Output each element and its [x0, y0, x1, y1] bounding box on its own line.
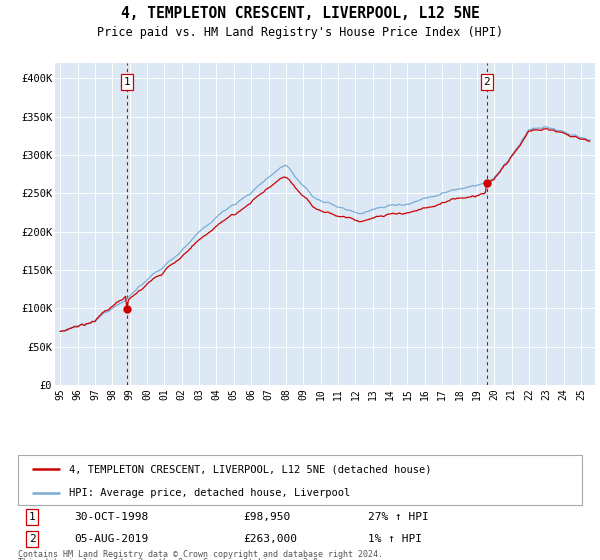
Text: 05-AUG-2019: 05-AUG-2019: [74, 534, 149, 544]
Text: £98,950: £98,950: [244, 512, 291, 522]
Text: 1% ↑ HPI: 1% ↑ HPI: [368, 534, 422, 544]
Text: This data is licensed under the Open Government Licence v3.0.: This data is licensed under the Open Gov…: [18, 558, 323, 560]
Text: HPI: Average price, detached house, Liverpool: HPI: Average price, detached house, Live…: [69, 488, 350, 497]
Text: 2: 2: [484, 77, 490, 87]
FancyBboxPatch shape: [18, 455, 582, 505]
Text: Contains HM Land Registry data © Crown copyright and database right 2024.: Contains HM Land Registry data © Crown c…: [18, 550, 383, 559]
Text: 4, TEMPLETON CRESCENT, LIVERPOOL, L12 5NE: 4, TEMPLETON CRESCENT, LIVERPOOL, L12 5N…: [121, 6, 479, 21]
Text: 4, TEMPLETON CRESCENT, LIVERPOOL, L12 5NE (detached house): 4, TEMPLETON CRESCENT, LIVERPOOL, L12 5N…: [69, 464, 431, 474]
Text: Price paid vs. HM Land Registry's House Price Index (HPI): Price paid vs. HM Land Registry's House …: [97, 26, 503, 39]
Text: 2: 2: [29, 534, 35, 544]
Text: 1: 1: [29, 512, 35, 522]
Text: 27% ↑ HPI: 27% ↑ HPI: [368, 512, 428, 522]
Text: 1: 1: [124, 77, 130, 87]
Text: £263,000: £263,000: [244, 534, 298, 544]
Text: 30-OCT-1998: 30-OCT-1998: [74, 512, 149, 522]
